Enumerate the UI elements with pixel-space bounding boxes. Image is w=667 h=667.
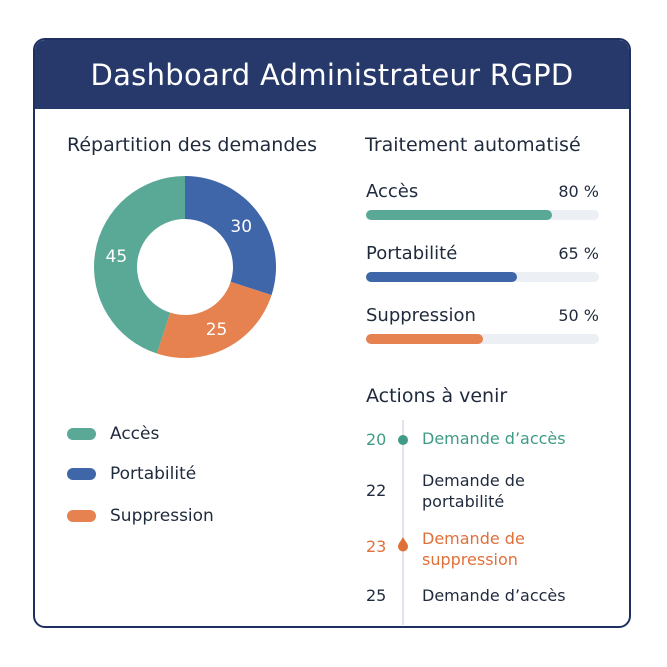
donut-slice-acces: [94, 176, 185, 354]
legend-label-portabilite: Portabilité: [110, 464, 197, 484]
legend-label-acces: Accès: [110, 424, 160, 444]
automation-percent-suppression: 50 %: [558, 306, 599, 325]
requests-donut-chart: 30 25 45: [94, 176, 276, 358]
automation-label-acces: Accès: [366, 181, 419, 202]
progress-track-portabilite: [366, 272, 599, 282]
progress-track-acces: [366, 210, 599, 220]
progress-track-suppression: [366, 334, 599, 344]
dashboard-header: Dashboard Administrateur RGPD: [35, 40, 629, 109]
action-date-1: 20: [366, 430, 387, 449]
legend-swatch-acces: [67, 428, 96, 440]
automation-row-portabilite: Portabilité 65 %: [366, 243, 599, 282]
timeline-dot-icon: [398, 435, 408, 445]
action-text-4[interactable]: Demande d’accès: [422, 586, 566, 605]
automation-label-suppression: Suppression: [366, 305, 476, 326]
legend-swatch-portabilite: [67, 468, 96, 480]
action-text-3[interactable]: Demande de suppression: [422, 529, 525, 569]
action-date-4: 25: [366, 586, 387, 605]
actions-title: Actions à venir: [366, 385, 508, 407]
distribution-title: Répartition des demandes: [67, 134, 317, 156]
dashboard-title: Dashboard Administrateur RGPD: [90, 57, 574, 92]
donut-slice-suppression: [156, 281, 272, 358]
legend-swatch-suppression: [67, 510, 96, 522]
legend-item-acces: Accès: [67, 424, 159, 444]
automation-title: Traitement automatisé: [365, 134, 581, 156]
timeline-drop-icon: [398, 537, 408, 552]
donut-label-suppression: 25: [206, 320, 228, 340]
automation-percent-portabilite: 65 %: [558, 244, 599, 263]
progress-fill-acces: [366, 210, 553, 220]
automation-row-suppression: Suppression 50 %: [366, 305, 599, 344]
donut-label-acces: 45: [106, 247, 128, 267]
action-text-1[interactable]: Demande d’accès: [422, 429, 566, 448]
automation-row-acces: Accès 80 %: [366, 181, 599, 220]
automation-percent-acces: 80 %: [558, 182, 599, 201]
legend-label-suppression: Suppression: [110, 506, 214, 526]
progress-fill-suppression: [366, 334, 483, 344]
legend-item-suppression: Suppression: [67, 506, 214, 526]
timeline-line: [402, 420, 404, 625]
action-date-2: 22: [366, 481, 387, 500]
action-text-2[interactable]: Demande de portabilité: [422, 471, 525, 511]
donut-label-portabilite: 30: [230, 217, 252, 237]
progress-fill-portabilite: [366, 272, 518, 282]
automation-label-portabilite: Portabilité: [366, 243, 458, 264]
legend-item-portabilite: Portabilité: [67, 464, 196, 484]
action-date-3: 23: [366, 537, 387, 556]
donut-slice-portabilite: [185, 176, 276, 296]
